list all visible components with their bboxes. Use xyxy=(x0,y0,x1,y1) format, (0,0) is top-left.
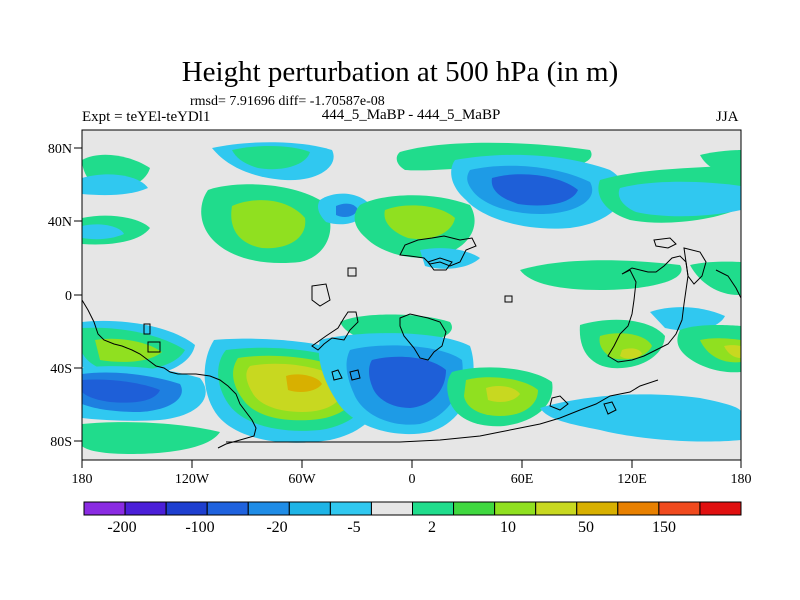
colorbar-label: -100 xyxy=(185,519,214,536)
contour-region xyxy=(700,150,741,174)
colorbar-swatch xyxy=(576,501,619,516)
y-axis: 80N 40N 0 40S 80S xyxy=(48,142,82,450)
colorbar-swatch xyxy=(412,501,455,516)
coastline xyxy=(549,395,569,411)
contour-region xyxy=(384,205,455,240)
colorbar-swatch xyxy=(617,501,660,516)
stats-label: rmsd= 7.91696 diff= -1.70587e-08 xyxy=(190,94,385,109)
contour-region xyxy=(724,345,741,358)
colorbar-label: -200 xyxy=(107,519,136,536)
x-axis: 180 120W 60W 0 60E 120E 180 xyxy=(72,460,752,487)
colorbar-label: -20 xyxy=(266,519,287,536)
colorbar-labels: -200 -100 -20 -5 2 10 50 150 xyxy=(107,519,676,536)
coastline xyxy=(427,257,453,271)
x-tick-label: 0 xyxy=(409,472,416,487)
x-tick-label: 180 xyxy=(72,472,93,487)
coastline xyxy=(607,255,689,363)
colorbar-swatch xyxy=(658,501,701,516)
x-tick-label: 60W xyxy=(288,472,316,487)
coastline xyxy=(603,401,617,415)
contour-region xyxy=(620,348,642,359)
coastline xyxy=(311,283,331,307)
coastline xyxy=(311,311,359,351)
plot-title: Height perturbation at 500 hPa (in m) xyxy=(181,56,619,88)
colorbar-label: -5 xyxy=(347,519,360,536)
experiment-label: Expt = teYEl-teYDl1 xyxy=(82,109,211,125)
contour-region xyxy=(286,374,322,392)
contour-region xyxy=(82,174,148,196)
coastline xyxy=(226,379,659,443)
contour-region xyxy=(700,338,741,363)
colorbar-swatch xyxy=(247,501,290,516)
coastline xyxy=(715,269,741,299)
colorbar-swatch xyxy=(165,501,208,516)
colorbar-swatch xyxy=(699,501,742,516)
y-tick-label: 0 xyxy=(65,289,72,304)
contour-region xyxy=(486,386,520,402)
contour-region xyxy=(231,200,306,249)
coastline xyxy=(349,369,361,381)
coastline xyxy=(399,313,447,361)
x-tick-label: 60E xyxy=(511,472,534,487)
case-label: 444_5_MaBP - 444_5_MaBP xyxy=(321,107,501,123)
season-label: JJA xyxy=(716,109,739,125)
contour-region xyxy=(82,422,220,454)
contour-region xyxy=(232,146,310,170)
contour-region xyxy=(82,224,124,240)
colorbar-swatch xyxy=(370,501,414,516)
x-tick-label: 120W xyxy=(175,472,210,487)
coastline xyxy=(82,299,257,449)
contour-region xyxy=(95,338,162,362)
y-tick-label: 80S xyxy=(50,435,72,450)
contour-region xyxy=(690,261,741,296)
contour-region xyxy=(491,174,578,206)
contour-region xyxy=(336,203,358,218)
contour-region xyxy=(520,260,682,290)
contour-fill-layer xyxy=(82,142,741,454)
colorbar-label: 2 xyxy=(428,519,436,536)
colorbar-swatch xyxy=(329,501,372,516)
colorbar-swatch xyxy=(206,501,249,516)
coastline xyxy=(683,247,707,285)
coastline xyxy=(143,323,151,335)
coastline xyxy=(504,295,513,303)
coastline xyxy=(653,237,677,249)
colorbar-swatch xyxy=(494,501,537,516)
coastline xyxy=(147,341,161,353)
contour-region xyxy=(82,379,160,403)
colorbar-swatch xyxy=(453,501,496,516)
colorbar xyxy=(83,501,742,516)
x-tick-label: 120E xyxy=(617,472,647,487)
y-tick-label: 80N xyxy=(48,142,72,157)
contour-region xyxy=(650,307,725,331)
x-tick-label: 180 xyxy=(731,472,752,487)
colorbar-label: 150 xyxy=(652,519,676,536)
colorbar-label: 10 xyxy=(500,519,516,536)
contour-region xyxy=(369,356,446,408)
y-tick-label: 40S xyxy=(50,362,72,377)
colorbar-swatch xyxy=(288,501,331,516)
coastline xyxy=(347,267,357,277)
colorbar-swatch xyxy=(535,501,578,516)
colorbar-swatch xyxy=(124,501,167,516)
coastline-layer xyxy=(82,235,741,449)
contour-region xyxy=(420,248,480,269)
colorbar-swatch xyxy=(83,501,126,516)
coastline xyxy=(399,235,477,267)
colorbar-label: 50 xyxy=(578,519,594,536)
coastline xyxy=(331,369,343,381)
contour-region xyxy=(618,181,741,217)
y-tick-label: 40N xyxy=(48,215,72,230)
